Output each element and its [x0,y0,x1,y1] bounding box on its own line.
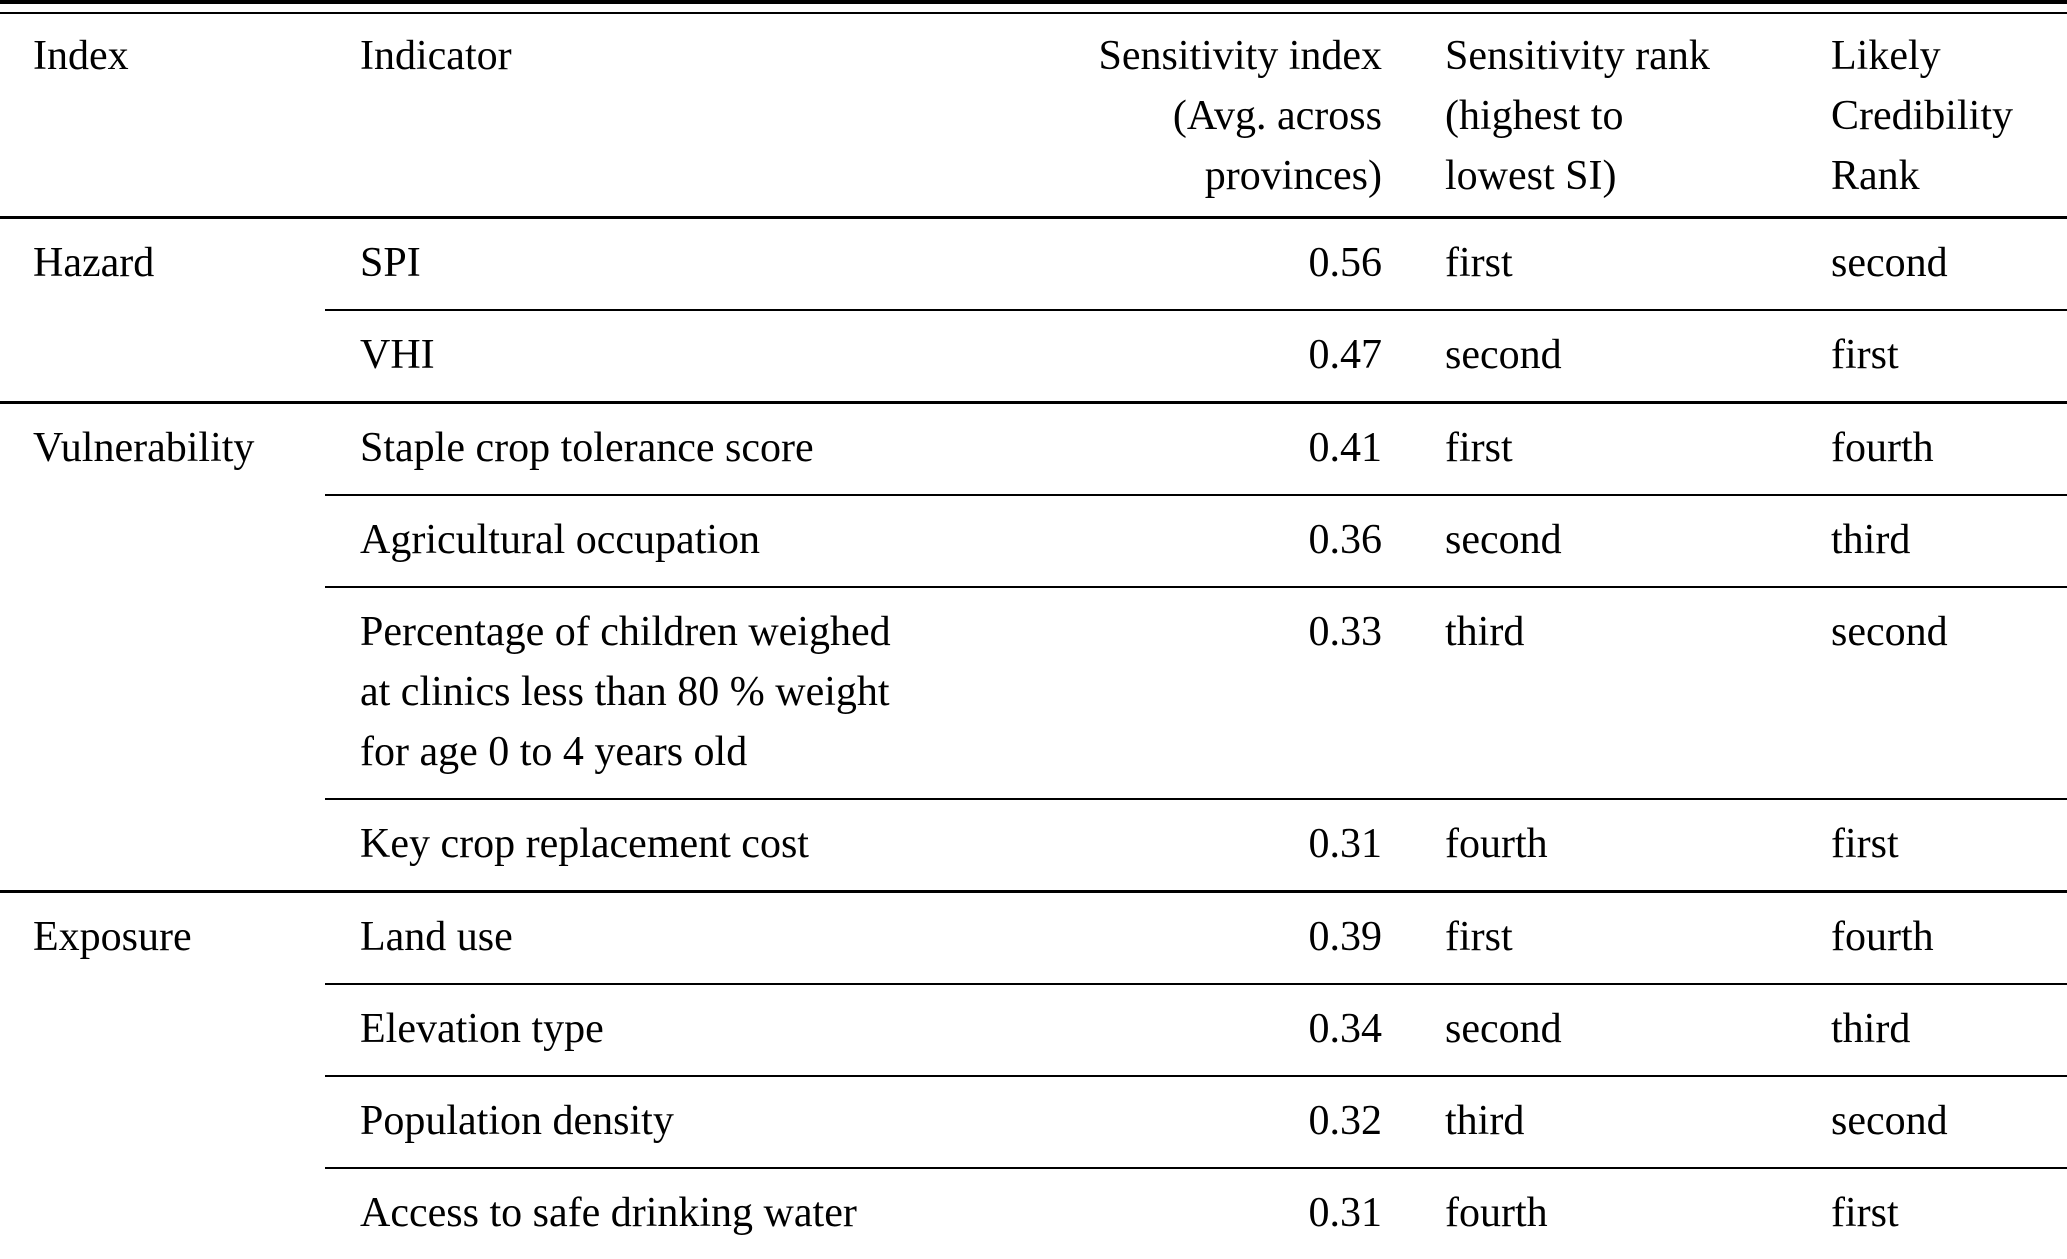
table-row: Vulnerability Staple crop tolerance score… [0,401,2067,892]
credibility-rank-cell: first [1831,309,2067,403]
indicator-cell: Elevation type [325,983,1058,1076]
index-cell: Hazard [0,216,325,403]
table-row: Population density 0.32 third second [0,1075,2067,1168]
sensitivity-index-cell: 0.56 [1058,216,1384,310]
sensitivity-index-cell: 0.31 [1058,1167,1384,1259]
indicator-cell: VHI [325,309,1058,403]
credibility-rank-cell: second [1831,216,2067,310]
sensitivity-index-cell: 0.47 [1058,309,1384,403]
credibility-rank-cell: fourth [1831,890,2067,984]
sensitivity-rank-cell: first [1384,890,1831,984]
credibility-rank-cell: second [1831,1075,2067,1168]
indicator-cell: Staple crop tolerance score [325,401,1058,495]
sensitivity-rank-cell: first [1384,401,1831,495]
sensitivity-rank-cell: second [1384,983,1831,1076]
credibility-rank-cell: first [1831,798,2067,892]
table-row: Hazard SPI 0.56 first second [0,216,2067,403]
sensitivity-rank-cell: first [1384,216,1831,310]
indicator-cell: Key crop replacement cost [325,798,1058,892]
sensitivity-rank-cell: fourth [1384,1167,1831,1259]
table-row: Exposure Land use 0.39 first fourth [0,890,2067,1259]
credibility-rank-cell: second [1831,586,2067,799]
col-header-sensitivity-index: Sensitivity index (Avg. across provinces… [1058,14,1384,219]
indicator-cell: Percentage of children weighed at clinic… [325,586,1058,799]
sensitivity-index-cell: 0.34 [1058,983,1384,1076]
credibility-rank-cell: fourth [1831,401,2067,495]
credibility-rank-cell: third [1831,494,2067,587]
sensitivity-index-cell: 0.31 [1058,798,1384,892]
sensitivity-index-cell: 0.33 [1058,586,1384,799]
sensitivity-rank-cell: second [1384,494,1831,587]
indicator-cell: SPI [325,216,1058,310]
header-row: Index Indicator Sensitivity index (Avg. … [0,14,2067,219]
indicator-cell: Access to safe drinking water [325,1167,1058,1259]
top-rule-thick [0,0,2067,4]
table-row: Agricultural occupation 0.36 second third [0,494,2067,587]
sensitivity-rank-cell: fourth [1384,798,1831,892]
table-row: Percentage of children weighed at clinic… [0,586,2067,799]
sensitivity-rank-cell: third [1384,586,1831,799]
table-row: Elevation type 0.34 second third [0,983,2067,1076]
sensitivity-table: Index Indicator Sensitivity index (Avg. … [0,14,2067,1259]
credibility-rank-cell: first [1831,1167,2067,1259]
indicator-cell: Agricultural occupation [325,494,1058,587]
index-cell: Vulnerability [0,401,325,892]
col-header-index: Index [0,14,325,219]
sensitivity-rank-cell: second [1384,309,1831,403]
indicator-cell: Population density [325,1075,1058,1168]
top-rule-thin [0,12,2067,14]
indicator-cell: Land use [325,890,1058,984]
sensitivity-index-cell: 0.39 [1058,890,1384,984]
sensitivity-rank-cell: third [1384,1075,1831,1168]
index-cell: Exposure [0,890,325,1259]
col-header-indicator: Indicator [325,14,1058,219]
sensitivity-index-cell: 0.32 [1058,1075,1384,1168]
sensitivity-index-cell: 0.41 [1058,401,1384,495]
col-header-credibility-rank: Likely Credibility Rank [1831,14,2067,219]
sensitivity-index-cell: 0.36 [1058,494,1384,587]
table-row: Access to safe drinking water 0.31 fourth f… [0,1167,2067,1259]
credibility-rank-cell: third [1831,983,2067,1076]
top-rule-gap [0,4,2067,12]
col-header-sensitivity-rank: Sensitivity rank (highest to lowest SI) [1384,14,1831,219]
table-body: Hazard SPI 0.56 first second VHI 0.47 second fir… [0,216,2067,1259]
table-row: Key crop replacement cost 0.31 fourth first [0,798,2067,892]
table-row: VHI 0.47 second first [0,309,2067,403]
